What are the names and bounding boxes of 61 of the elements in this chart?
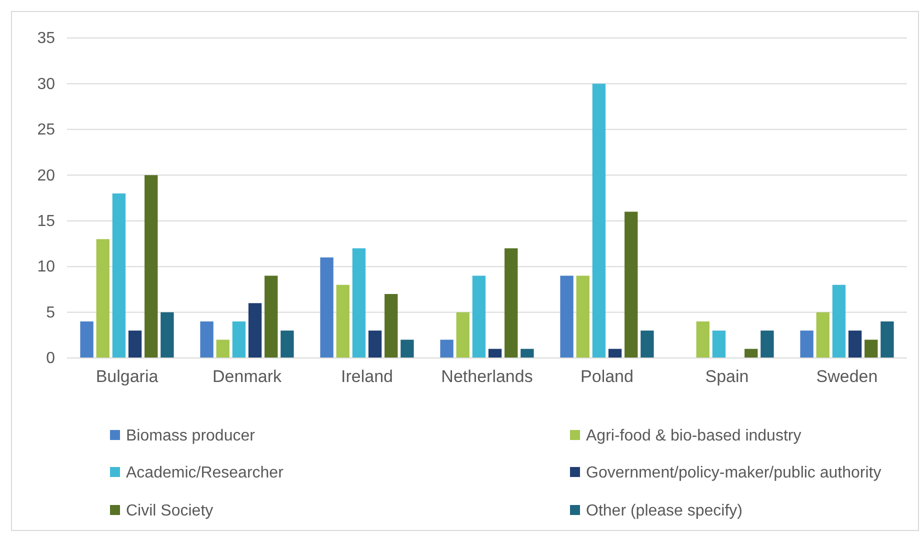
legend-label: Government/policy-maker/public authority xyxy=(586,464,882,482)
y-tick-label: 0 xyxy=(46,350,56,368)
bar xyxy=(96,239,110,358)
bar xyxy=(216,340,230,358)
bar xyxy=(504,248,518,358)
y-tick-label: 25 xyxy=(37,122,56,139)
y-tick-label: 5 xyxy=(46,304,56,322)
x-tick-label: Sweden xyxy=(816,367,878,386)
bar xyxy=(352,248,366,358)
bar xyxy=(640,330,654,358)
bar xyxy=(200,321,214,358)
bar xyxy=(848,330,862,358)
bar xyxy=(520,348,534,358)
bar xyxy=(456,312,470,358)
bar xyxy=(712,330,726,358)
bar xyxy=(128,330,142,358)
bar xyxy=(264,276,278,358)
bar xyxy=(560,276,574,358)
bar xyxy=(144,175,158,358)
y-tick-label: 15 xyxy=(37,212,56,230)
bar xyxy=(760,330,774,358)
bar xyxy=(368,330,382,358)
bar xyxy=(232,321,246,358)
x-tick-label: Netherlands xyxy=(441,367,533,386)
x-tick-label: Ireland xyxy=(341,367,393,386)
bar xyxy=(400,340,414,358)
legend-label: Civil Society xyxy=(126,502,214,520)
x-tick-label: Poland xyxy=(580,367,634,386)
bar xyxy=(624,212,638,358)
legend-label: Academic/Researcher xyxy=(126,464,284,482)
legend-label: Other (please specify) xyxy=(586,502,743,520)
bar xyxy=(608,348,622,358)
x-tick-label: Spain xyxy=(705,367,749,386)
bar xyxy=(336,284,350,358)
bar xyxy=(320,257,334,358)
bar xyxy=(592,84,606,358)
bar xyxy=(576,276,590,358)
y-tick-label: 35 xyxy=(37,30,56,48)
bar xyxy=(440,340,454,358)
bar xyxy=(816,312,830,358)
bar xyxy=(832,284,846,358)
bar xyxy=(488,348,502,358)
bar xyxy=(280,330,294,358)
y-tick-label: 10 xyxy=(37,258,56,276)
y-tick-label: 30 xyxy=(37,76,56,93)
bar xyxy=(472,276,486,358)
y-tick-label: 20 xyxy=(37,167,56,184)
x-tick-label: Denmark xyxy=(212,367,282,386)
x-tick-label: Bulgaria xyxy=(96,367,159,386)
bar xyxy=(160,312,174,358)
bar xyxy=(384,294,398,358)
bar xyxy=(696,321,710,358)
bar xyxy=(248,303,262,358)
legend-label: Biomass producer xyxy=(126,428,256,445)
bar xyxy=(800,330,814,358)
bar xyxy=(864,340,878,358)
bar xyxy=(112,193,126,358)
bar xyxy=(80,321,94,358)
legend-label: Agri-food & bio-based industry xyxy=(586,428,802,445)
bar xyxy=(880,321,894,358)
bar xyxy=(744,348,758,358)
